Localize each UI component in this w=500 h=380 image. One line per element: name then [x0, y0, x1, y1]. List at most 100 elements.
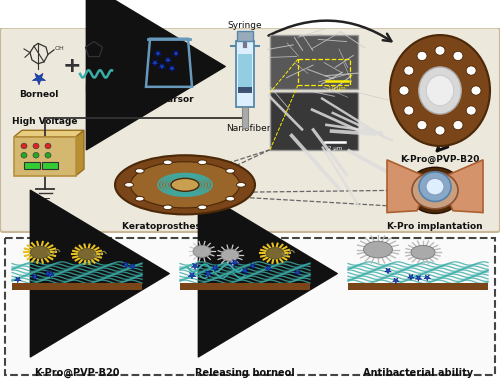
Bar [242, 107, 248, 128]
FancyBboxPatch shape [0, 28, 500, 232]
Circle shape [419, 172, 451, 201]
Ellipse shape [30, 246, 50, 258]
Polygon shape [415, 276, 422, 281]
Circle shape [404, 106, 414, 115]
Text: K-Pro implantation: K-Pro implantation [387, 222, 483, 231]
Circle shape [417, 120, 427, 130]
Polygon shape [204, 271, 212, 277]
Polygon shape [168, 65, 176, 72]
Text: Antibacterial ability: Antibacterial ability [363, 368, 473, 378]
Ellipse shape [171, 178, 199, 191]
Ellipse shape [221, 249, 239, 261]
Circle shape [435, 46, 445, 55]
Polygon shape [265, 266, 272, 272]
Circle shape [435, 126, 445, 135]
Circle shape [21, 152, 27, 158]
Polygon shape [188, 272, 196, 279]
Polygon shape [32, 274, 38, 280]
Polygon shape [151, 60, 159, 66]
Ellipse shape [198, 205, 207, 210]
Polygon shape [32, 73, 46, 85]
Text: 10 μm: 10 μm [328, 86, 346, 91]
Polygon shape [384, 268, 392, 274]
Ellipse shape [226, 169, 235, 173]
Circle shape [45, 152, 51, 158]
Text: Keratoprosthesis (K-Pro): Keratoprosthesis (K-Pro) [122, 222, 248, 231]
Bar [237, 32, 253, 41]
Bar [180, 283, 310, 290]
Text: +: + [62, 57, 82, 76]
Text: PVP: PVP [84, 85, 104, 94]
Ellipse shape [266, 248, 284, 259]
Ellipse shape [198, 160, 207, 165]
Polygon shape [424, 275, 430, 281]
Polygon shape [164, 57, 172, 64]
Ellipse shape [412, 172, 458, 209]
Polygon shape [154, 51, 162, 57]
Bar [298, 59, 350, 85]
Circle shape [466, 106, 476, 115]
Ellipse shape [115, 155, 255, 214]
Ellipse shape [193, 245, 211, 257]
Circle shape [33, 143, 39, 149]
Ellipse shape [419, 67, 461, 114]
Polygon shape [14, 277, 21, 283]
Ellipse shape [364, 241, 392, 258]
Circle shape [453, 51, 463, 60]
Bar [236, 41, 254, 107]
Ellipse shape [135, 196, 144, 201]
Ellipse shape [411, 245, 435, 259]
Polygon shape [48, 272, 54, 278]
Polygon shape [172, 51, 180, 57]
Ellipse shape [226, 196, 235, 201]
Polygon shape [241, 268, 249, 274]
Ellipse shape [236, 182, 246, 187]
Text: K-Pro@PVP-B20: K-Pro@PVP-B20 [34, 368, 120, 378]
Polygon shape [392, 278, 399, 284]
Polygon shape [228, 263, 235, 269]
Text: Borneol: Borneol [20, 90, 59, 98]
Polygon shape [147, 55, 191, 85]
Bar [24, 162, 40, 169]
Text: Releasing borneol: Releasing borneol [195, 368, 295, 378]
Text: K-Pro@PVP-B20: K-Pro@PVP-B20 [400, 155, 479, 165]
Text: $_n$: $_n$ [99, 66, 104, 74]
Polygon shape [211, 265, 219, 272]
Ellipse shape [124, 182, 134, 187]
Polygon shape [76, 130, 84, 176]
Circle shape [471, 86, 481, 95]
Text: OH: OH [55, 46, 65, 51]
Circle shape [404, 66, 414, 75]
Polygon shape [130, 264, 136, 270]
Text: Nanofiber: Nanofiber [226, 124, 270, 133]
Ellipse shape [135, 169, 144, 173]
Text: High Voltage: High Voltage [12, 117, 78, 126]
Bar [238, 54, 252, 90]
Ellipse shape [426, 75, 454, 106]
Text: Precursor: Precursor [144, 95, 194, 104]
Ellipse shape [163, 205, 172, 210]
Bar [14, 137, 76, 176]
Circle shape [21, 143, 27, 149]
Ellipse shape [130, 162, 240, 208]
Polygon shape [14, 130, 84, 137]
Text: 2 μm: 2 μm [328, 146, 342, 151]
Circle shape [33, 152, 39, 158]
Polygon shape [294, 270, 301, 276]
Polygon shape [122, 262, 129, 268]
Polygon shape [158, 63, 166, 70]
Polygon shape [45, 271, 52, 277]
Ellipse shape [390, 35, 490, 146]
Ellipse shape [78, 249, 96, 260]
Text: Syringe: Syringe [228, 21, 262, 30]
Circle shape [426, 178, 444, 195]
Bar [270, 35, 358, 89]
Polygon shape [191, 263, 199, 270]
Circle shape [399, 86, 409, 95]
Bar [348, 283, 488, 290]
Polygon shape [231, 260, 239, 266]
Polygon shape [408, 274, 414, 280]
Polygon shape [440, 160, 483, 212]
Circle shape [453, 120, 463, 130]
Ellipse shape [407, 167, 463, 214]
